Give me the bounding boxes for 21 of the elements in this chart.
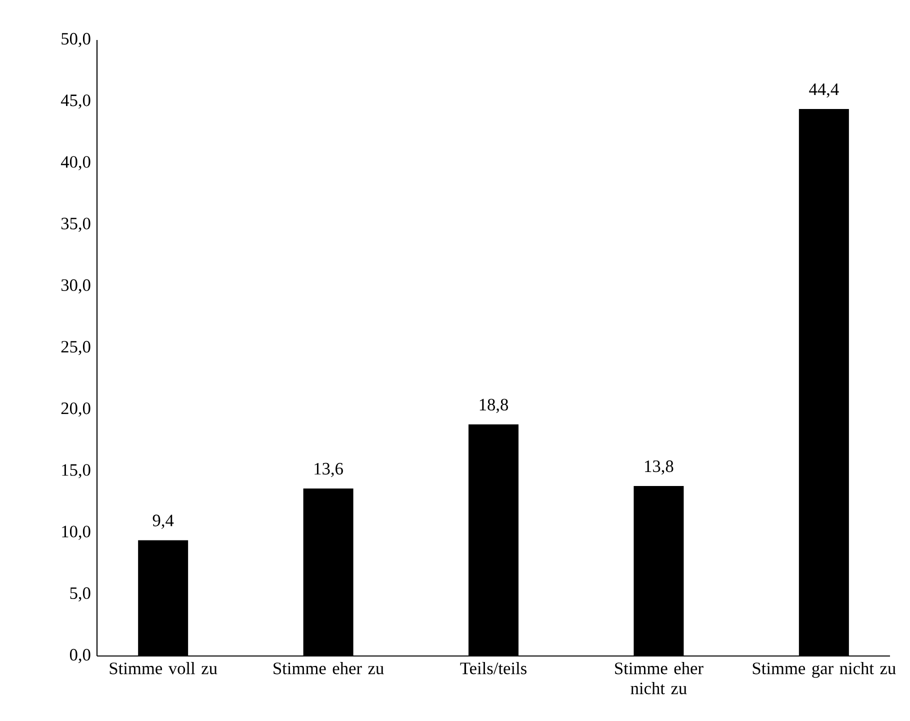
y-tick-label: 5,0 — [70, 587, 90, 602]
y-tick-label: 50,0 — [62, 32, 90, 48]
data-label: 18,8 — [480, 398, 508, 414]
x-tick-label: Stimme gar nicht zu — [752, 662, 896, 678]
y-tick-label: 25,0 — [61, 340, 90, 356]
y-tick-label: 35,0 — [61, 218, 90, 232]
y-tick-label: 0,0 — [70, 648, 90, 664]
y-tick-label: 10,0 — [62, 526, 90, 540]
data-label: 9,4 — [152, 514, 174, 529]
data-label: 13,8 — [645, 460, 674, 475]
data-label: 13,6 — [314, 462, 343, 478]
y-tick-label: 40,0 — [60, 156, 90, 170]
x-tick-label: Stimme eher nicht zu — [615, 662, 704, 694]
x-tick-label: Stimme voll zu — [110, 662, 218, 674]
y-tick-label: 30,0 — [61, 279, 90, 294]
data-label: 44,4 — [809, 84, 839, 98]
y-tick-label: 20,0 — [61, 402, 90, 417]
y-tick-label: 15,0 — [62, 464, 90, 478]
x-tick-label: Teils/teils — [460, 662, 526, 674]
y-tick-label: 45,0 — [60, 94, 90, 109]
x-tick-label: Stimme eher zu — [274, 662, 384, 674]
